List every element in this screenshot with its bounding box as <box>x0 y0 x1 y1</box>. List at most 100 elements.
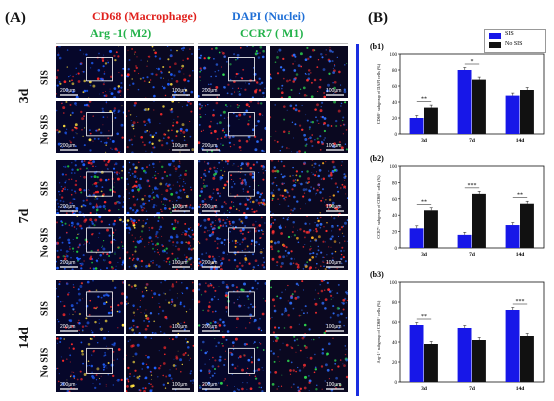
y-tick-label: 20 <box>392 117 398 122</box>
sig-label: ** <box>421 199 427 205</box>
row-label-3d: 3d <box>17 88 32 104</box>
sig-label: * <box>471 59 474 65</box>
micrograph-tile: 200μm <box>198 46 266 98</box>
chart-subtitle: (b1) <box>370 42 384 51</box>
bar-sis <box>457 328 472 382</box>
row-sub-7d-sis: SIS <box>39 181 51 197</box>
header-dapi: DAPI (Nuclei) <box>232 9 305 23</box>
micrograph-tile: 100μm <box>126 46 194 98</box>
header-underline-right <box>198 43 348 44</box>
micrograph-tile: 100μm <box>270 280 348 334</box>
scale-bar-label: 100μm <box>172 204 187 210</box>
bar-sis <box>457 70 472 134</box>
bar-nosis <box>520 203 534 248</box>
bar-sis <box>409 228 424 248</box>
micrograph-tile: 100μm <box>270 216 348 270</box>
micrograph-tile: 100μm <box>126 280 194 334</box>
chart-subtitle: (b3) <box>370 270 384 279</box>
scale-bar-label: 200μm <box>60 204 75 210</box>
scale-bar-label: 200μm <box>60 143 75 149</box>
scale-bar-label: 200μm <box>202 324 217 330</box>
micrograph-tile: 200μm <box>198 101 266 153</box>
micrograph-tile: 200μm <box>198 280 266 334</box>
sig-label: ** <box>421 97 427 103</box>
chart-subtitle: (b2) <box>370 154 384 163</box>
y-tick-label: 80 <box>392 181 398 186</box>
row-sub-14d-nosis: No SIS <box>39 347 51 378</box>
bar-sis <box>505 95 520 134</box>
row-sub-7d-nosis: No SIS <box>39 227 51 258</box>
scale-bar-label: 200μm <box>202 204 217 210</box>
micrograph-tile: 100μm <box>126 160 194 214</box>
micrograph-tile: 100μm <box>270 160 348 214</box>
x-tick-label: 14d <box>516 252 525 258</box>
scale-bar-label: 200μm <box>202 88 217 94</box>
x-tick-label: 7d <box>469 252 475 258</box>
scale-bar-label: 200μm <box>202 260 217 266</box>
scale-bar-label: 100μm <box>172 88 187 94</box>
bar-nosis <box>424 210 438 248</box>
y-tick-label: 100 <box>390 53 398 58</box>
micrograph-tile: 200μm <box>56 216 124 270</box>
legend-swatch-nosis <box>489 42 501 48</box>
micrograph-tile: 200μm <box>198 336 266 392</box>
chart-b2: (b2) 0 20 40 60 80 100 CCR7⁺ subgroup of CD68⁺ … <box>366 152 552 262</box>
header-underline-left <box>56 43 194 44</box>
x-tick-label: 14d <box>516 138 525 144</box>
y-tick-label: 80 <box>392 69 398 74</box>
bar-nosis <box>424 107 438 134</box>
scale-bar-label: 100μm <box>326 260 341 266</box>
micrograph-tile: 100μm <box>126 336 194 392</box>
panel-b-label: (B) <box>368 10 388 26</box>
scale-bar-label: 100μm <box>172 382 187 388</box>
y-tick-label: 60 <box>392 85 398 90</box>
row-sub-14d-sis: SIS <box>39 301 51 317</box>
y-tick-label: 0 <box>395 247 398 252</box>
bar-sis <box>505 225 520 248</box>
legend-label-sis: SIS <box>505 31 514 37</box>
y-tick-label: 0 <box>395 133 398 138</box>
row-sub-3d-nosis: No SIS <box>39 114 51 145</box>
chart-legend: SIS No SIS <box>484 29 546 53</box>
scale-bar-label: 100μm <box>326 382 341 388</box>
header-ccr7: CCR7 ( M1) <box>240 26 304 40</box>
bar-nosis <box>472 79 486 134</box>
micrograph-tile: 200μm <box>56 101 124 153</box>
micrograph-tile: 200μm <box>56 336 124 392</box>
row-sub-3d-sis: SIS <box>39 70 51 86</box>
y-tick-label: 80 <box>392 301 398 306</box>
bar-sis <box>505 310 520 382</box>
bar-nosis <box>472 193 486 248</box>
y-tick-label: 20 <box>392 231 398 236</box>
row-label-7d: 7d <box>17 208 32 224</box>
chart-b3: (b3) 0 20 40 60 80 100 Arg-1⁺ subgroup of CD68⁺… <box>366 268 552 396</box>
micrograph-tile: 200μm <box>198 160 266 214</box>
micrograph-tile: 100μm <box>270 336 348 392</box>
bar-sis <box>409 325 424 382</box>
sig-label: *** <box>468 183 477 189</box>
x-tick-label: 3d <box>421 138 427 144</box>
micrograph-tile: 200μm <box>56 46 124 98</box>
scale-bar-label: 100μm <box>326 324 341 330</box>
scale-bar-label: 200μm <box>60 382 75 388</box>
scale-bar-label: 200μm <box>202 143 217 149</box>
scale-bar-label: 100μm <box>326 143 341 149</box>
y-axis-label: CCR7⁺ subgroup of CD68⁺ cells (%) <box>376 175 381 239</box>
bar-nosis <box>520 336 534 382</box>
scale-bar-label: 100μm <box>326 88 341 94</box>
scale-bar-label: 200μm <box>60 88 75 94</box>
scale-bar-label: 100μm <box>326 204 341 210</box>
header-arg1: Arg -1( M2) <box>90 26 152 40</box>
bar-nosis <box>424 344 438 382</box>
y-tick-label: 20 <box>392 361 398 366</box>
panel-a-label: (A) <box>5 10 26 26</box>
micrograph-tile: 200μm <box>56 160 124 214</box>
sig-label: ** <box>421 314 427 320</box>
sig-label: *** <box>516 299 525 305</box>
scale-bar-label: 100μm <box>172 260 187 266</box>
scale-bar-label: 200μm <box>60 324 75 330</box>
header-cd68: CD68 (Macrophage) <box>92 9 197 23</box>
x-tick-label: 7d <box>469 138 475 144</box>
y-tick-label: 60 <box>392 198 398 203</box>
y-tick-label: 0 <box>395 381 398 386</box>
